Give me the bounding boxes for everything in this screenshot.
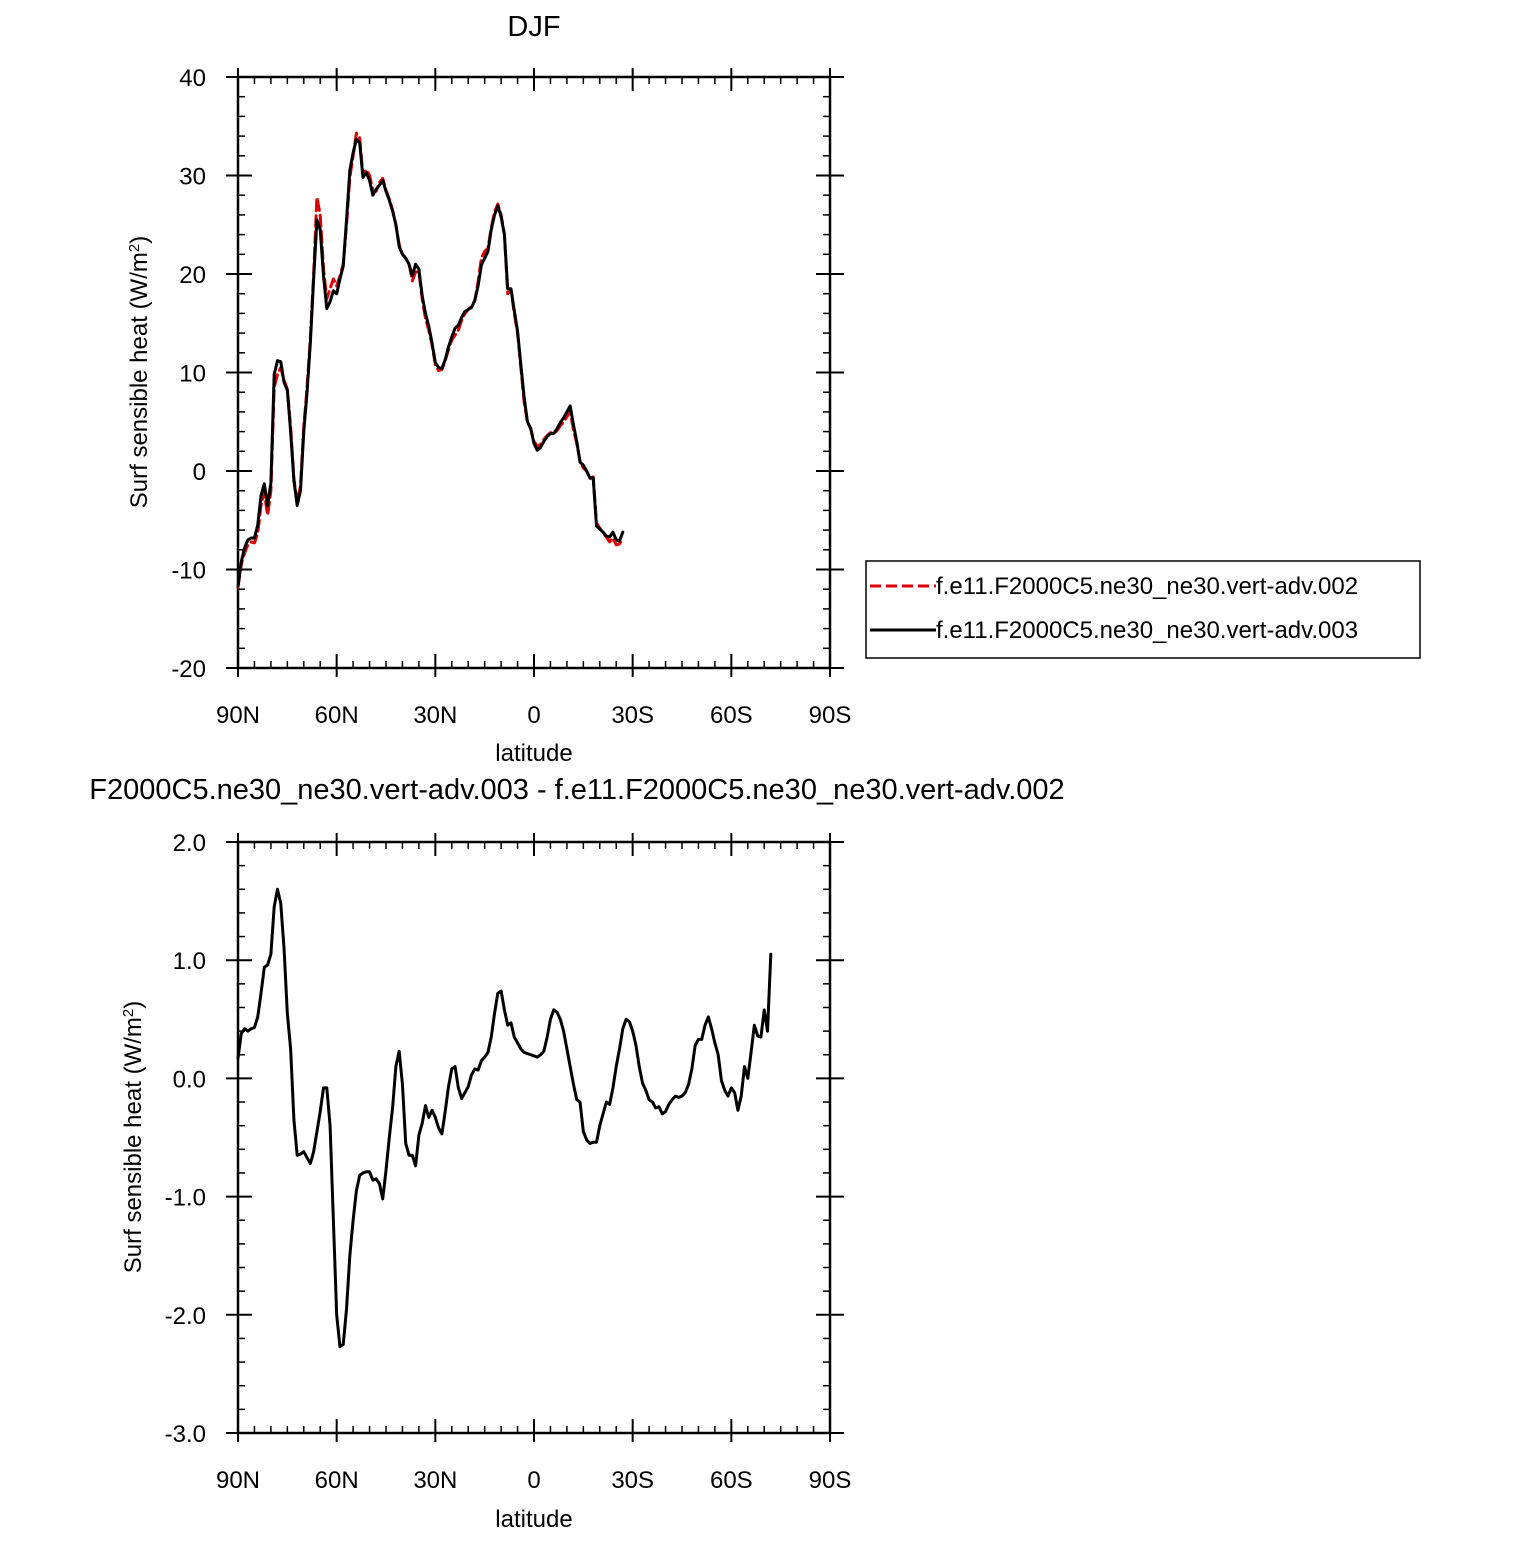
x-tick-label: 30S: [611, 702, 654, 729]
legend-label-series-2: f.e11.F2000C5.ne30_ne30.vert-adv.003: [936, 617, 1358, 644]
series-line-2: [236, 137, 625, 588]
y-tick-label: 1.0: [173, 948, 206, 975]
legend-box: [865, 560, 1421, 659]
legend: f.e11.F2000C5.ne30_ne30.vert-adv.002 f.e…: [865, 560, 1421, 659]
x-tick-label: 90S: [809, 1467, 852, 1494]
x-tick-label: 60N: [315, 1467, 359, 1494]
y-tick-label: -3.0: [165, 1421, 206, 1448]
bottom-chart-ylabel: Surf sensible heat (W/m2): [120, 1001, 148, 1273]
top-chart-ylabel-sup: 2: [126, 244, 143, 252]
x-tick-label: 60S: [710, 702, 753, 729]
x-tick-label: 30S: [611, 1467, 654, 1494]
series-line-1: [236, 887, 773, 1349]
top-chart-xlabel: latitude: [495, 740, 572, 767]
x-tick-label: 30N: [413, 702, 457, 729]
top-chart-ylabel: Surf sensible heat (W/m2): [126, 236, 154, 508]
y-tick-label: 10: [179, 361, 206, 388]
top-chart-ylabel-main: Surf sensible heat (W/m: [126, 252, 153, 508]
x-tick-label: 60N: [315, 702, 359, 729]
x-tick-label: 60S: [710, 1467, 753, 1494]
y-tick-label: 30: [179, 164, 206, 191]
y-tick-label: 40: [179, 65, 206, 92]
bottom-chart-ylabel-sup: 2: [120, 1009, 137, 1017]
bottom-chart-ylabel-main: Surf sensible heat (W/m: [120, 1017, 147, 1273]
top-chart-ylabel-close: ): [126, 236, 153, 244]
x-tick-label: 0: [527, 1467, 540, 1494]
x-tick-label: 90N: [216, 1467, 260, 1494]
bottom-chart: F2000C5.ne30_ne30.vert-adv.003 - f.e11.F…: [89, 774, 1064, 1533]
y-tick-label: 0: [193, 459, 206, 486]
x-tick-label: 90N: [216, 702, 260, 729]
bottom-chart-xlabel: latitude: [495, 1506, 572, 1533]
x-tick-label: 90S: [809, 702, 852, 729]
bottom-chart-plot: 90N 60N 30N 0 30S 60S 90S 2.0 1.0 0.0 -1.0 -2.0 -3.0: [165, 830, 852, 1494]
y-tick-label: -20: [171, 656, 206, 683]
top-chart: DJF 90N 60N 30N 0 30S 60S 90S 40 30 20 10 0 -10 -20 l…: [126, 11, 1421, 767]
y-tick-label: 20: [179, 262, 206, 289]
y-tick-label: -10: [171, 558, 206, 585]
y-tick-label: -2.0: [165, 1303, 206, 1330]
bottom-chart-ylabel-close: ): [120, 1001, 147, 1009]
top-chart-plot: 90N 60N 30N 0 30S 60S 90S 40 30 20 10 0 -10 -20: [171, 65, 851, 729]
x-tick-label: 0: [527, 702, 540, 729]
top-chart-title: DJF: [507, 11, 560, 43]
y-tick-label: 2.0: [173, 830, 206, 857]
x-tick-label: 30N: [413, 1467, 457, 1494]
y-tick-label: 0.0: [173, 1066, 206, 1093]
bottom-chart-title: F2000C5.ne30_ne30.vert-adv.003 - f.e11.F…: [89, 774, 1064, 806]
y-tick-label: -1.0: [165, 1185, 206, 1212]
legend-label-series-1: f.e11.F2000C5.ne30_ne30.vert-adv.002: [936, 573, 1358, 600]
